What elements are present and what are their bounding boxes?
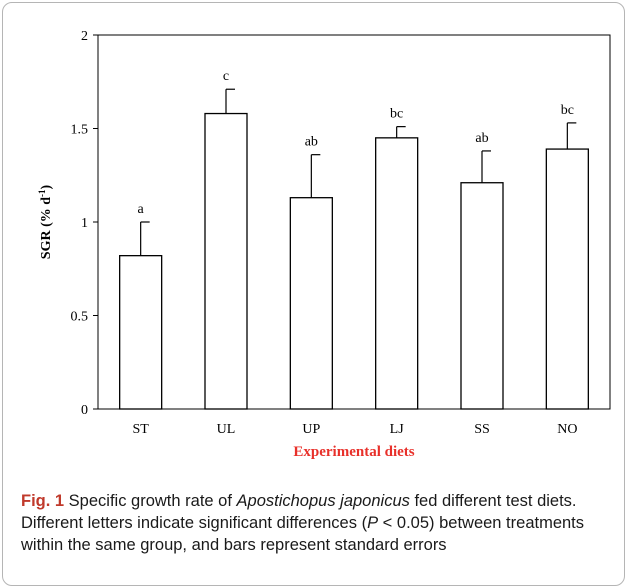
bar-no xyxy=(545,148,589,410)
category-label-lj: LJ xyxy=(390,422,405,437)
bar-ss xyxy=(460,182,504,410)
bars xyxy=(119,112,589,410)
significance-label-st: a xyxy=(138,202,145,217)
bar-up xyxy=(289,197,333,410)
y-axis-label-sup: -1 xyxy=(37,189,47,197)
category-label-no: NO xyxy=(557,422,577,437)
category-label-up: UP xyxy=(302,422,320,437)
caption-text-1: Specific growth rate of xyxy=(64,492,237,510)
category-label-ul: UL xyxy=(217,422,236,437)
plot-frame xyxy=(97,34,611,410)
significance-label-ss: ab xyxy=(475,131,488,146)
y-axis-label-main: SGR (% d xyxy=(39,197,54,259)
caption-label: Fig. 1 xyxy=(21,492,65,510)
significance-label-lj: bc xyxy=(390,107,403,122)
category-label-ss: SS xyxy=(474,422,490,437)
significance-label-ul: c xyxy=(223,69,229,84)
bar-lj xyxy=(375,137,419,410)
caption-text-2: fed different test diets. Different lett… xyxy=(21,492,577,532)
significance-label-up: ab xyxy=(305,135,318,150)
x-axis-label: Experimental diets xyxy=(293,444,414,460)
y-tick-label: 1.5 xyxy=(71,123,89,138)
bar-chart: 0 0.5 1 1.5 2 a c ab bc ab bc ST UL UP LJ SS NO SGR (%… xyxy=(37,29,611,460)
y-tick-label: 2 xyxy=(81,29,88,44)
y-axis-ticks: 0 0.5 1 1.5 2 xyxy=(71,29,98,418)
significance-label-no: bc xyxy=(561,103,574,118)
y-tick-label: 1 xyxy=(81,216,88,231)
bar-ul xyxy=(204,112,248,410)
category-label-st: ST xyxy=(132,422,149,437)
category-labels: ST UL UP LJ SS NO xyxy=(132,422,577,437)
error-bars xyxy=(140,88,577,256)
y-axis-label: SGR (% d-1) xyxy=(37,184,54,259)
y-tick-label: 0.5 xyxy=(71,310,89,325)
caption-p: P xyxy=(367,514,379,532)
bar-st xyxy=(119,255,163,410)
caption-species: Apostichopus japonicus xyxy=(236,492,410,510)
caption-text-3: < 0.05) between treatments within the sa… xyxy=(21,514,585,554)
figure-caption: Fig. 1 Specific growth rate of Aposticho… xyxy=(21,490,611,556)
y-tick-label: 0 xyxy=(81,403,88,418)
significance-labels: a c ab bc ab bc xyxy=(138,69,574,217)
y-axis-label-close: ) xyxy=(39,184,54,189)
